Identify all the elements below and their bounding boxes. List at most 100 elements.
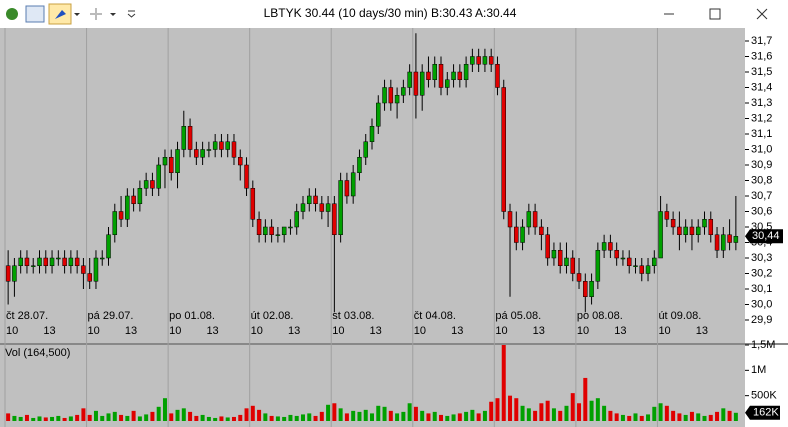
volume-bar bbox=[564, 405, 569, 421]
maximize-button[interactable] bbox=[709, 8, 721, 20]
table-button[interactable] bbox=[25, 5, 45, 23]
volume-bar bbox=[319, 411, 324, 421]
candle-body bbox=[576, 273, 582, 282]
volume-bar bbox=[62, 417, 67, 421]
app-icon[interactable] bbox=[6, 8, 18, 20]
candle-body bbox=[99, 257, 105, 260]
hour-label: 13 bbox=[451, 325, 463, 337]
volume-bar bbox=[432, 411, 437, 421]
candle-body bbox=[664, 211, 670, 220]
candle-body bbox=[438, 64, 444, 88]
candle-body bbox=[250, 188, 256, 220]
volume-bar bbox=[658, 403, 663, 421]
volume-bar bbox=[156, 406, 161, 421]
candle-body bbox=[589, 281, 594, 297]
day-label: st 03.08. bbox=[332, 310, 374, 322]
candle-body bbox=[702, 219, 707, 228]
candle-body bbox=[118, 211, 124, 220]
candle-body bbox=[714, 234, 720, 251]
volume-bar bbox=[351, 410, 356, 421]
add-button[interactable] bbox=[90, 8, 102, 20]
candle-body bbox=[413, 71, 419, 96]
candle-body bbox=[432, 64, 437, 80]
candle-body bbox=[162, 157, 168, 166]
candle-body bbox=[721, 234, 726, 251]
candle-body bbox=[49, 257, 55, 266]
current-price-marker bbox=[745, 229, 783, 244]
y-tick-label: 29,9 bbox=[751, 314, 772, 326]
candle-body bbox=[93, 257, 99, 282]
menu-button[interactable] bbox=[127, 10, 136, 18]
candle-body bbox=[520, 226, 525, 243]
hour-label: 13 bbox=[288, 325, 300, 337]
candle-body bbox=[407, 71, 412, 88]
volume-bar bbox=[357, 411, 362, 421]
candle-body bbox=[125, 195, 130, 220]
candle-body bbox=[488, 56, 494, 65]
candle-body bbox=[281, 226, 287, 235]
volume-bar bbox=[37, 416, 42, 421]
y-tick-label: 31,7 bbox=[751, 35, 772, 47]
day-label: čt 04.08. bbox=[414, 310, 456, 322]
y-tick-label: 30,6 bbox=[751, 205, 772, 217]
candle-body bbox=[357, 157, 362, 173]
current-volume-marker bbox=[745, 405, 780, 420]
y-tick-label: 31,1 bbox=[751, 128, 772, 140]
hour-label: 10 bbox=[88, 325, 100, 337]
dropdown[interactable] bbox=[74, 13, 80, 16]
hour-label: 10 bbox=[495, 325, 507, 337]
candle-body bbox=[256, 219, 262, 235]
candle-body bbox=[338, 180, 343, 235]
candle-body bbox=[313, 195, 318, 204]
candle-body bbox=[633, 265, 638, 267]
candle-body bbox=[37, 257, 42, 266]
volume-bar bbox=[24, 414, 29, 421]
volume-bar bbox=[489, 401, 494, 421]
pin-icon bbox=[55, 10, 66, 19]
candle-body bbox=[557, 250, 563, 266]
y-tick-label: 31,6 bbox=[751, 50, 772, 62]
candle-body bbox=[652, 257, 657, 266]
candle-body bbox=[344, 180, 350, 197]
volume-title: Vol (164,500) bbox=[5, 347, 70, 359]
volume-bar bbox=[338, 408, 343, 421]
candle-body bbox=[482, 56, 488, 65]
day-label: čt 28.07. bbox=[6, 310, 48, 322]
hour-label: 10 bbox=[577, 325, 589, 337]
dropdown[interactable] bbox=[110, 13, 116, 16]
volume-bar bbox=[683, 414, 688, 421]
candle-body bbox=[495, 64, 500, 88]
volume-bar bbox=[664, 405, 669, 421]
volume-bar bbox=[715, 411, 720, 421]
candle-body bbox=[225, 141, 230, 150]
candle-body bbox=[419, 71, 425, 96]
volume-bar bbox=[671, 410, 676, 421]
candle-body bbox=[106, 234, 111, 259]
candle-body bbox=[325, 203, 331, 212]
candle-body bbox=[81, 265, 86, 274]
y-tick-label: 30,3 bbox=[751, 252, 772, 264]
hour-label: 10 bbox=[658, 325, 670, 337]
candle-body bbox=[219, 141, 224, 150]
hour-label: 13 bbox=[125, 325, 137, 337]
volume-bar bbox=[533, 410, 538, 421]
volume-bar bbox=[87, 414, 92, 421]
candle-body bbox=[369, 126, 375, 142]
hour-label: 13 bbox=[696, 325, 708, 337]
day-label: pá 29.07. bbox=[88, 310, 134, 322]
close-button[interactable] bbox=[756, 8, 768, 20]
volume-bar bbox=[6, 413, 11, 421]
day-label: út 02.08. bbox=[251, 310, 294, 322]
volume-bar bbox=[627, 415, 632, 421]
volume-bar bbox=[81, 408, 86, 421]
candle-body bbox=[206, 149, 212, 151]
volume-bar bbox=[282, 416, 287, 421]
volume-bar bbox=[112, 411, 117, 421]
volume-bar bbox=[175, 409, 180, 421]
volume-bar bbox=[275, 416, 280, 421]
volume-bar bbox=[162, 398, 167, 421]
candle-body bbox=[175, 149, 180, 173]
volume-bar bbox=[614, 413, 619, 421]
y-tick-label: 31,0 bbox=[751, 143, 772, 155]
hour-label: 10 bbox=[332, 325, 344, 337]
